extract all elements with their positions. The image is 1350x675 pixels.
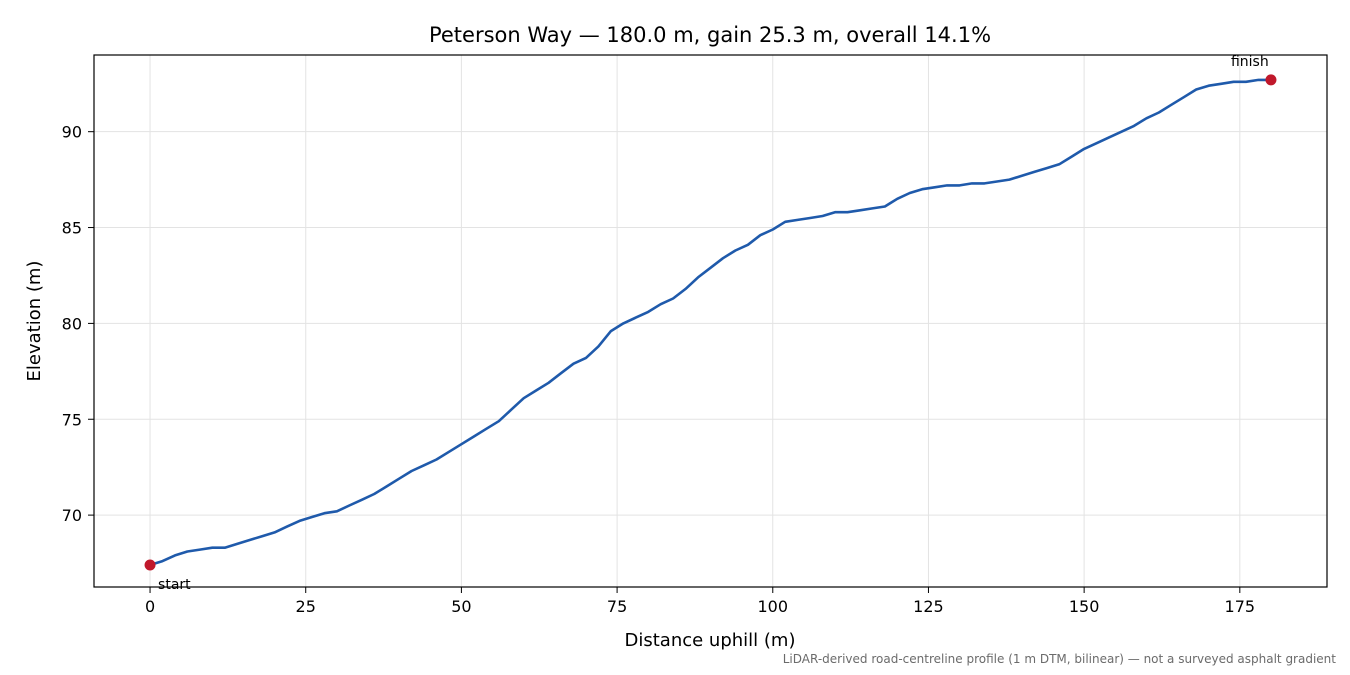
x-tick-label: 150 [1069,597,1100,616]
x-axis-label: Distance uphill (m) [625,630,796,651]
x-tick-label: 75 [607,597,627,616]
start-label: start [158,577,191,593]
x-tick-label: 125 [913,597,944,616]
finish-marker [1265,74,1277,86]
x-tick-label: 0 [145,597,155,616]
annotations: start finish [144,54,1277,593]
y-tick-label: 75 [62,410,82,429]
y-tick-label: 85 [62,219,82,238]
y-tick-label: 70 [62,506,82,525]
finish-label: finish [1231,54,1269,70]
axis-ticks: 0 25 50 75 100 125 150 175 70 75 80 85 90 [62,123,1255,616]
y-tick-label: 90 [62,123,82,142]
x-tick-label: 50 [451,597,471,616]
y-tick-label: 80 [62,314,82,333]
x-tick-label: 175 [1225,597,1256,616]
chart-title: Peterson Way — 180.0 m, gain 25.3 m, ove… [429,23,991,47]
grid-lines [94,55,1327,587]
x-tick-label: 25 [296,597,316,616]
data-source-footnote: LiDAR-derived road-centreline profile (1… [782,652,1336,666]
y-axis-label: Elevation (m) [24,261,45,382]
plot-area-frame [93,54,1328,588]
elevation-line [148,78,1273,567]
x-tick-label: 100 [757,597,788,616]
series-layer [148,78,1273,567]
start-marker [144,559,156,571]
